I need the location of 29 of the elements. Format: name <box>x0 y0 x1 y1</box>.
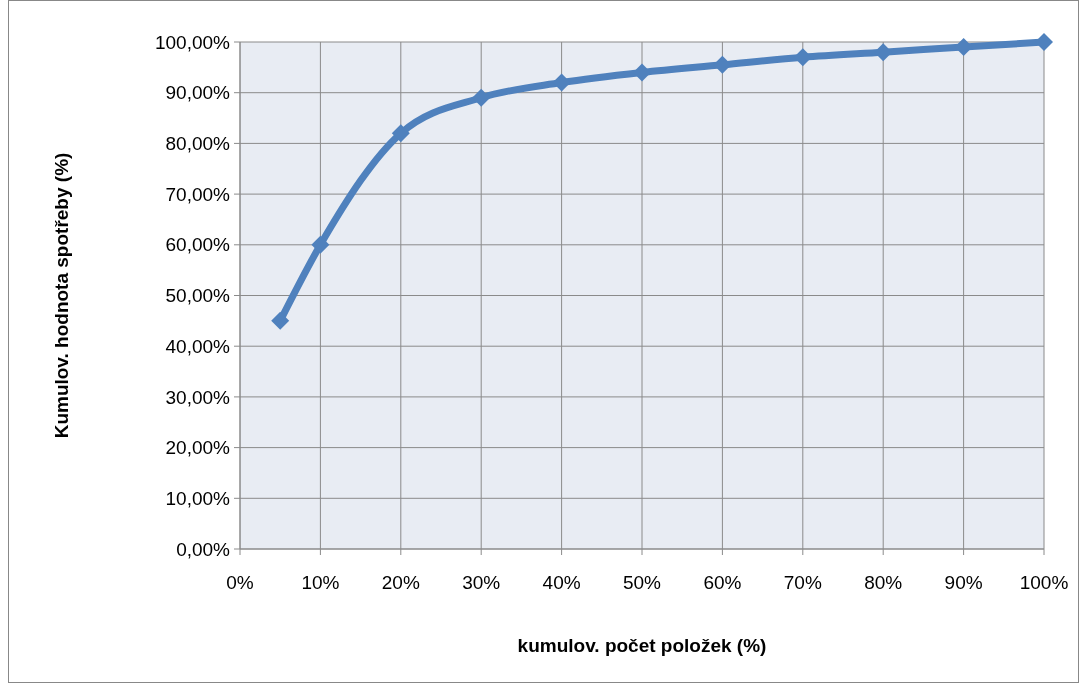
y-tick-label: 60,00% <box>165 234 231 256</box>
x-tick-label: 10% <box>301 572 340 593</box>
x-tick-label: 90% <box>944 572 983 593</box>
x-tick-label: 60% <box>703 572 742 593</box>
y-tick-label: 80,00% <box>165 133 231 155</box>
x-tick-label: 40% <box>542 572 581 593</box>
point <box>472 88 491 107</box>
y-tick-label: 100,00% <box>154 31 231 53</box>
y-axis-title: Kumulov. hodnota spotřeby (%) <box>51 152 72 439</box>
x-tick-label: 50% <box>622 572 662 593</box>
point <box>271 311 290 330</box>
x-tick-label: 70% <box>783 572 822 593</box>
x-tick-label: 30% <box>462 572 501 593</box>
y-tick-label: 20,00% <box>165 437 231 459</box>
x-tick-label: 80% <box>864 572 903 593</box>
y-tick-label: 90,00% <box>165 82 231 104</box>
x-tick-label: 0% <box>226 572 254 593</box>
y-tick-label: 30,00% <box>165 386 231 408</box>
y-tick-label: 40,00% <box>165 335 231 357</box>
point <box>633 63 651 82</box>
y-tick-label: 70,00% <box>165 183 231 205</box>
y-tick-label: 10,00% <box>165 487 231 509</box>
point <box>391 124 410 143</box>
y-tick-label: 0,00% <box>176 538 231 560</box>
x-tick-label: 100% <box>1019 572 1069 593</box>
x-axis-title: kumulov. počet položek (%) <box>517 635 767 656</box>
x-tick-label: 20% <box>381 572 420 593</box>
y-tick-label: 50,00% <box>165 285 231 307</box>
point <box>311 235 330 254</box>
